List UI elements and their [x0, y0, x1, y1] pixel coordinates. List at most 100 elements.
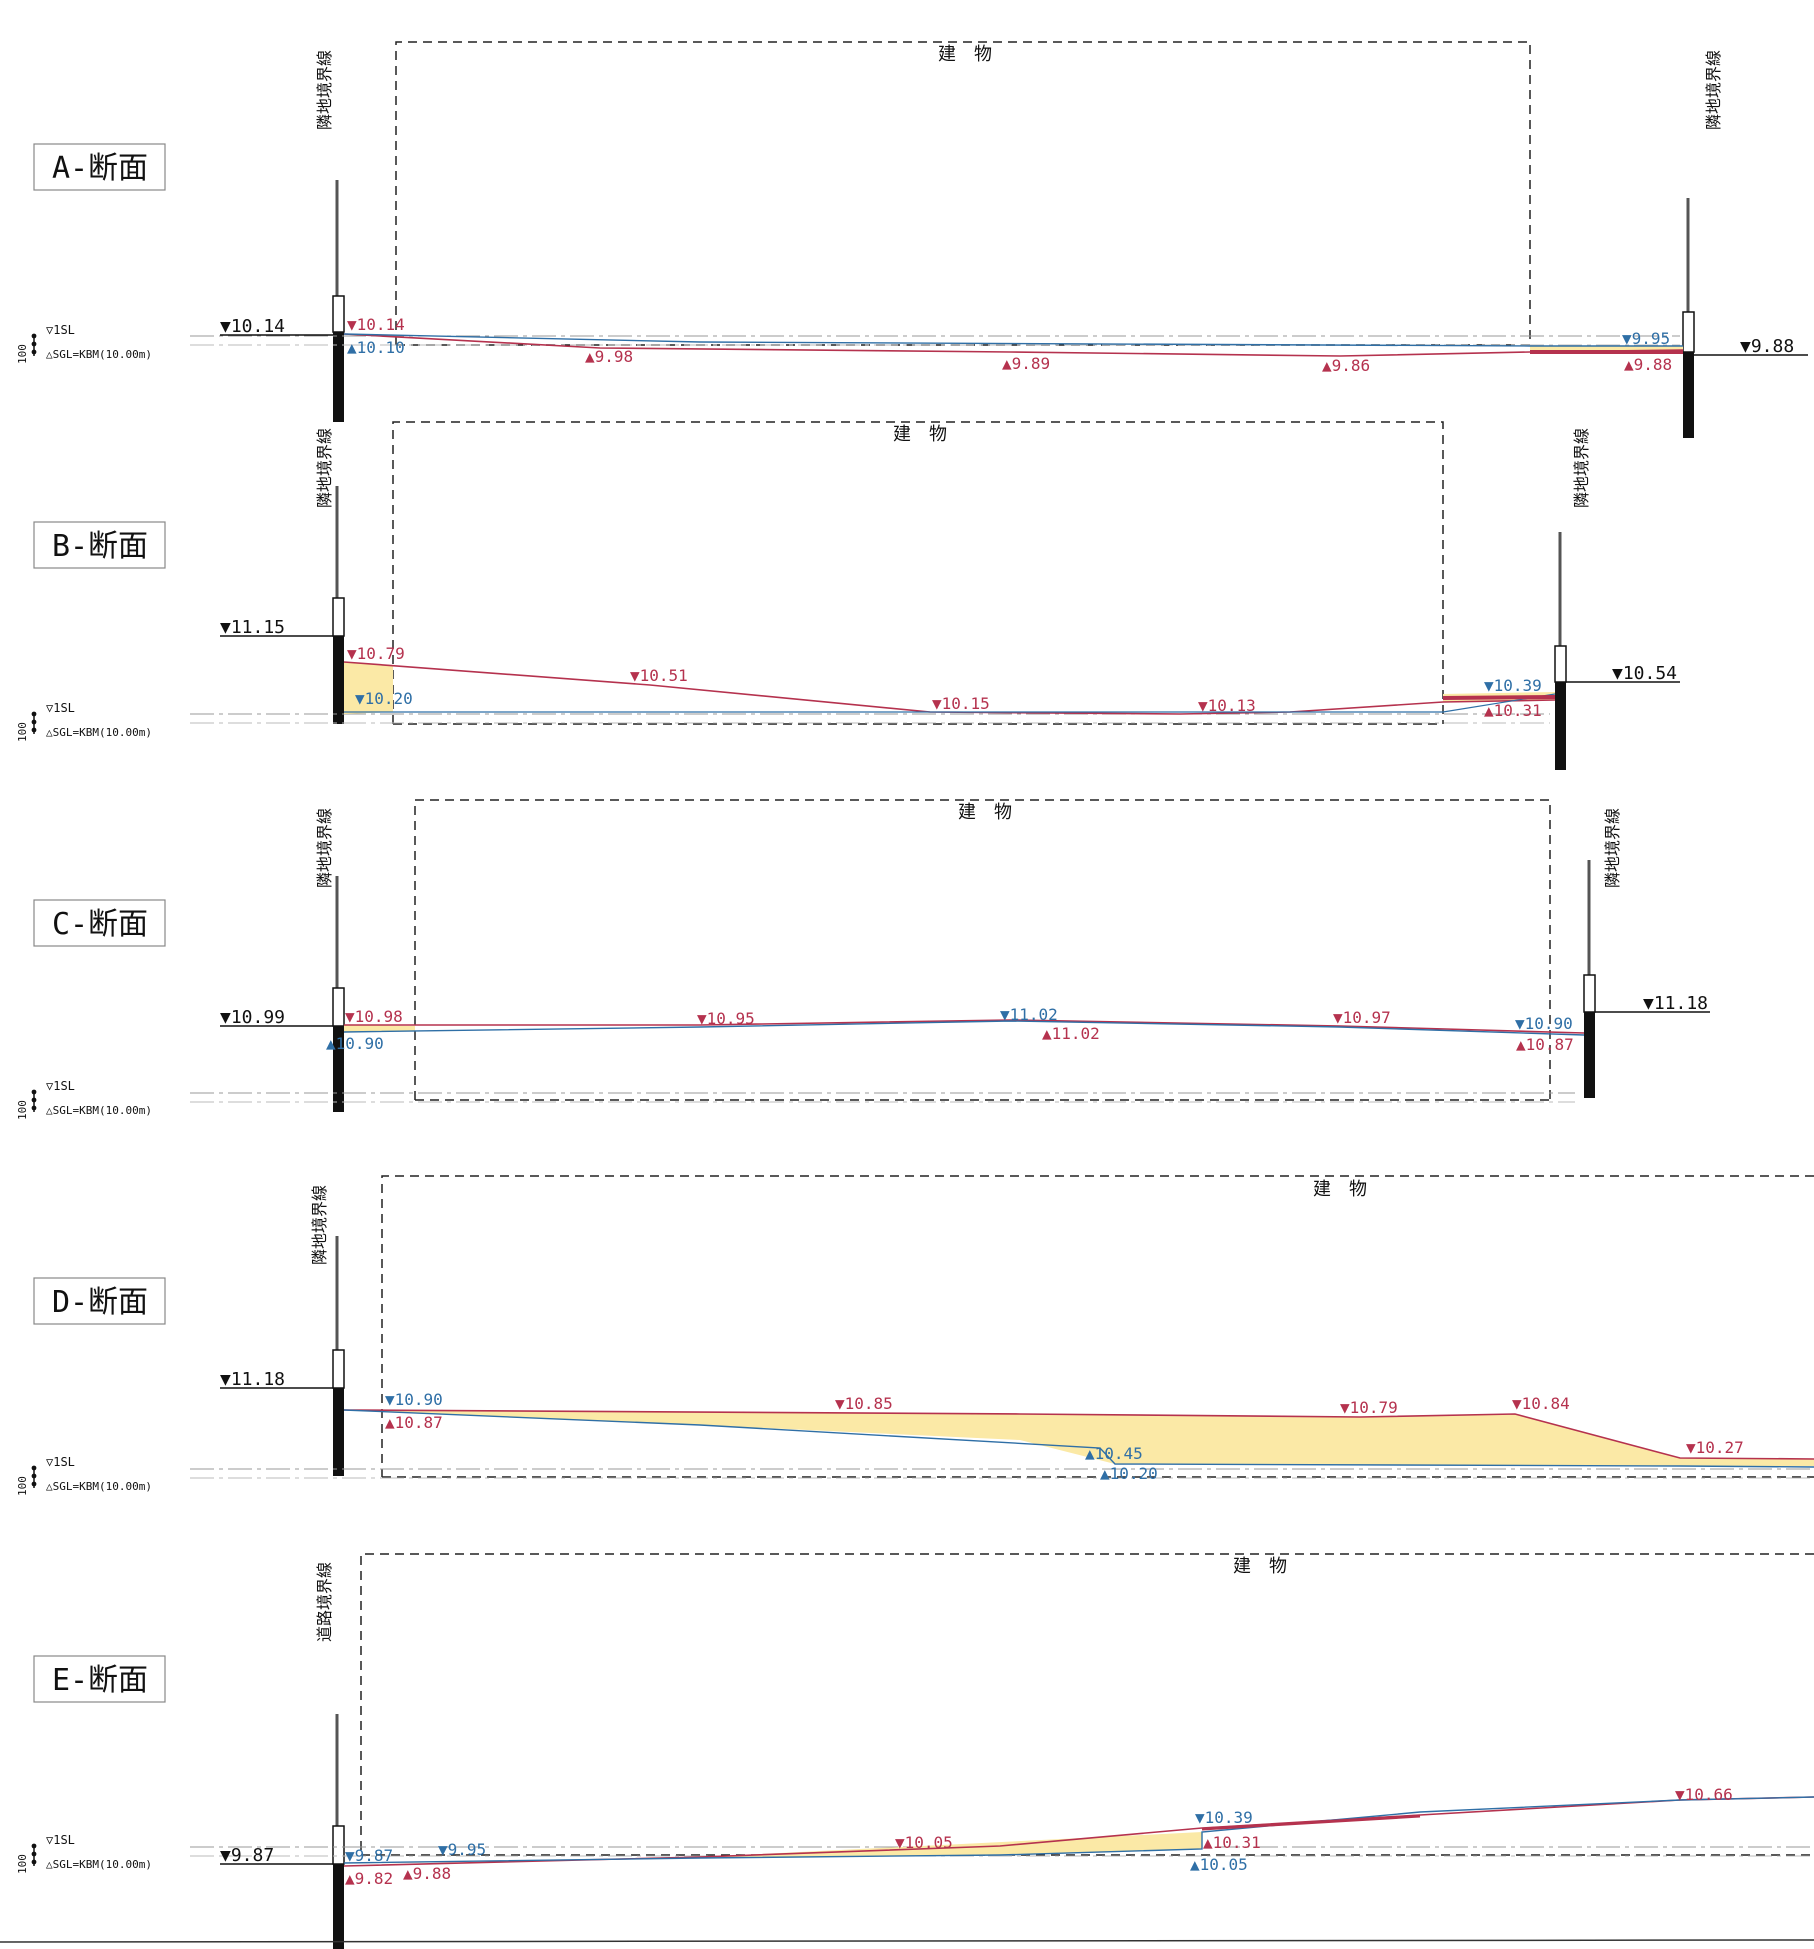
spot-level: ▼10.85: [835, 1394, 893, 1413]
datum-1sl: ▽1SL: [46, 1455, 75, 1469]
spot-level: ▼10.13: [1198, 696, 1256, 715]
building-outline: [360, 1553, 1814, 1855]
building-label: 建 物: [938, 44, 992, 65]
building-label: 建 物: [958, 802, 1012, 823]
wall-foot-left: [333, 332, 344, 422]
design-ground-line: [343, 1409, 1814, 1460]
ground-base-line: [0, 1939, 1814, 1943]
building-outline: [392, 421, 1444, 724]
section-title: D-断面: [52, 1285, 148, 1320]
spot-level: ▼10.79: [347, 644, 405, 663]
level-left: ▼11.18: [220, 1369, 285, 1390]
level-left: ▼10.99: [220, 1007, 285, 1028]
spot-level: ▼10.39: [1195, 1808, 1253, 1827]
spot-level: ▼10.27: [1686, 1438, 1744, 1457]
scale-dot: [31, 727, 37, 733]
scale-mark: 100: [16, 1100, 29, 1120]
spot-level: ▼10.95: [697, 1009, 755, 1028]
section-title: C-断面: [52, 907, 148, 942]
section-b: B-断面 建 物 隣地境界線 隣地境界線 ▼11.15 ▼10.54 ▼10.7…: [16, 421, 1680, 770]
spot-level: ▲10.31: [1484, 701, 1542, 720]
building-label: 建 物: [893, 424, 947, 445]
boundary-label-right: 隣地境界線: [1603, 808, 1622, 888]
fill-area: [344, 1025, 415, 1032]
section-title-box: [33, 899, 166, 947]
wall-foot-left: [333, 1026, 344, 1112]
spot-level: ▼10.14: [347, 315, 405, 334]
existing-ground-line: [343, 1796, 1814, 1864]
section-title-box: [33, 1655, 166, 1703]
level-left: ▼9.87: [220, 1845, 274, 1866]
datum-sgl: △SGL=KBM(10.00m): [46, 348, 152, 361]
scale-dot: [31, 711, 37, 717]
boundary-label-right: 隣地境界線: [1704, 50, 1723, 130]
fill-area: [344, 1832, 1202, 1864]
datum-1sl: ▽1SL: [46, 1079, 75, 1093]
building-outline: [381, 1175, 1814, 1477]
wall-top-right: [1554, 645, 1567, 683]
spot-level: ▲10.87: [385, 1413, 443, 1432]
boundary-label-left: 隣地境界線: [315, 428, 334, 508]
section-title: A-断面: [52, 151, 148, 186]
spot-level: ▼9.95: [1622, 329, 1670, 348]
spot-level: ▲11.02: [1042, 1024, 1100, 1043]
scale-dot: [31, 1481, 37, 1487]
section-title: B-断面: [52, 529, 148, 564]
spot-level: ▼11.02: [1000, 1005, 1058, 1024]
wall-foot-right: [1683, 352, 1694, 438]
fill-area: [344, 1410, 1814, 1466]
spot-level: ▲9.86: [1322, 356, 1370, 375]
boundary-label-left: 隣地境界線: [315, 50, 334, 130]
spot-level: ▼10.98: [345, 1007, 403, 1026]
spot-level: ▲10.05: [1190, 1855, 1248, 1874]
scale-dot: [31, 341, 37, 347]
spot-level: ▼10.90: [1515, 1014, 1573, 1033]
design-ground-edge: [1201, 1814, 1421, 1831]
building-label: 建 物: [1233, 1556, 1287, 1577]
datum-sgl: △SGL=KBM(10.00m): [46, 1480, 152, 1493]
scale-dot: [31, 1105, 37, 1111]
design-ground-line: [343, 661, 1556, 715]
scale-dot: [31, 719, 37, 725]
scale-dot: [31, 1473, 37, 1479]
scale-mark: 100: [16, 1476, 29, 1496]
section-a: A-断面 建 物 隣地境界線 隣地境界線 ▼10.14 ▼9.88 ▼10.14…: [16, 41, 1808, 438]
boundary-label-left: 隣地境界線: [310, 1185, 329, 1265]
wall-top-left: [332, 295, 345, 333]
datum-1sl: ▽1SL: [46, 701, 75, 715]
scale-dot: [31, 333, 37, 339]
spot-level: ▲9.82: [345, 1869, 393, 1888]
spot-level: ▲10.90: [326, 1034, 384, 1053]
spot-level: ▼10.79: [1340, 1398, 1398, 1417]
spot-level: ▲10.10: [347, 338, 405, 357]
existing-ground-line: [343, 333, 1683, 347]
boundary-label-left: 道路境界線: [315, 1562, 334, 1642]
boundary-label-left: 隣地境界線: [315, 808, 334, 888]
boundary-label-right: 隣地境界線: [1572, 428, 1591, 508]
scale-mark: 100: [16, 344, 29, 364]
datum-1sl: ▽1SL: [46, 323, 75, 337]
scale-mark: 100: [16, 1854, 29, 1874]
fill-area: [344, 662, 393, 714]
wall-top-right: [1583, 974, 1596, 1013]
section-title: E-断面: [52, 1663, 148, 1698]
spot-level: ▼9.95: [438, 1840, 486, 1859]
wall-top-left: [332, 987, 345, 1027]
scale-dot: [31, 1089, 37, 1095]
building-outline: [395, 41, 1531, 345]
wall-foot-right: [1584, 1012, 1595, 1098]
section-d: D-断面 建 物 隣地境界線 ▼11.18 ▼10.90 ▲10.87 ▼10.…: [16, 1175, 1814, 1496]
existing-ground-line: [343, 1020, 1585, 1036]
section-c: C-断面 建 物 隣地境界線 隣地境界線 ▼10.99 ▼11.18 ▼10.9…: [16, 799, 1710, 1120]
spot-level: ▼10.90: [385, 1390, 443, 1409]
scale-dot: [31, 1851, 37, 1857]
wall-foot-left: [333, 636, 344, 724]
spot-level: ▼10.66: [1675, 1785, 1733, 1804]
scale-dot: [31, 1465, 37, 1471]
spot-level: ▲10.20: [1100, 1464, 1158, 1483]
spot-level: ▼10.84: [1512, 1394, 1570, 1413]
datum-sgl: △SGL=KBM(10.00m): [46, 726, 152, 739]
section-title-box: [33, 143, 166, 191]
wall-top-left: [332, 1825, 345, 1865]
